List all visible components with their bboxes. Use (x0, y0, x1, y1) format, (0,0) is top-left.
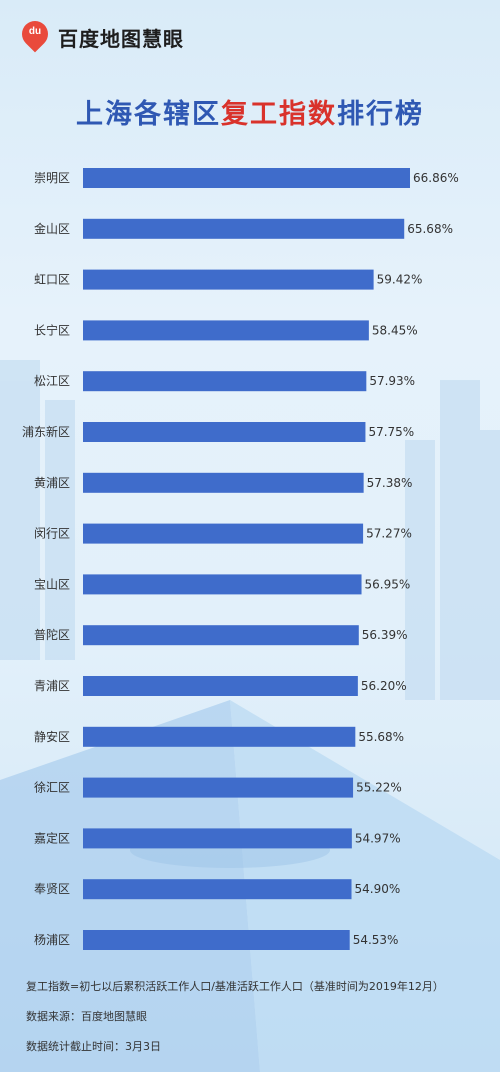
category-label: 奉贤区 (34, 882, 70, 896)
bar (83, 523, 364, 544)
footer-notes: 复工指数=初七以后累积活跃工作人口/基准活跃工作人口（基准时间为2019年12月… (26, 978, 444, 1068)
value-label: 57.93% (369, 374, 415, 388)
bar-chart: 崇明区 66.86% 金山区 65.68% 虹口区 59.42% 长宁区 58.45% 松江区 5… (22, 168, 459, 950)
category-label: 普陀区 (34, 627, 70, 642)
bar (83, 676, 358, 696)
bar (83, 625, 359, 646)
title-part-3: 排行榜 (337, 99, 424, 130)
footer-note: 复工指数=初七以后累积活跃工作人口/基准活跃工作人口（基准时间为2019年12月… (26, 980, 444, 993)
bar (83, 168, 410, 188)
bar (83, 930, 350, 950)
bar (83, 371, 367, 392)
category-label: 长宁区 (34, 322, 70, 337)
title-highlight: 复工指数 (221, 99, 337, 130)
bar (83, 320, 369, 341)
category-label: 杨浦区 (34, 932, 70, 947)
bar (83, 777, 354, 798)
bar (83, 828, 352, 849)
bar (83, 726, 356, 747)
category-label: 嘉定区 (34, 830, 70, 845)
value-label: 58.45% (372, 323, 418, 337)
category-label: 宝山区 (34, 577, 70, 591)
category-label: 闵行区 (34, 526, 70, 541)
value-label: 57.27% (366, 527, 412, 541)
category-label: 金山区 (34, 221, 70, 236)
category-label: 徐汇区 (34, 780, 70, 795)
value-label: 55.68% (358, 730, 404, 744)
value-label: 57.75% (368, 425, 414, 439)
category-label: 浦东新区 (22, 424, 70, 439)
value-label: 56.39% (362, 628, 408, 642)
value-label: 59.42% (377, 273, 423, 287)
logo-text: du (28, 26, 42, 37)
category-label: 崇明区 (34, 171, 70, 185)
brand-name: 百度地图慧眼 (58, 26, 184, 51)
chart-title: 上海各辖区复工指数排行榜 (0, 92, 500, 131)
footer-source: 数据来源：百度地图慧眼 (26, 1010, 147, 1023)
category-label: 松江区 (34, 374, 70, 388)
value-label: 66.86% (413, 171, 459, 185)
value-label: 65.68% (407, 222, 453, 236)
category-label: 虹口区 (34, 273, 70, 287)
value-label: 56.95% (365, 577, 411, 591)
value-label: 56.20% (361, 679, 407, 693)
footer-date: 数据统计截止时间：3月3日 (26, 1040, 161, 1053)
category-label: 静安区 (34, 729, 70, 744)
category-label: 黄浦区 (34, 476, 70, 490)
bar (83, 574, 362, 595)
value-label: 54.90% (355, 882, 401, 896)
brand-header: du 百度地图慧眼 (16, 15, 184, 54)
bar (83, 269, 374, 290)
bar (83, 218, 405, 239)
value-label: 54.97% (355, 831, 401, 845)
bar (83, 879, 352, 900)
bar (83, 472, 364, 493)
bar (83, 422, 366, 442)
baidu-map-pin-icon: du (16, 15, 54, 54)
value-label: 55.22% (356, 781, 402, 795)
value-label: 57.38% (367, 476, 413, 490)
title-part-1: 上海各辖区 (76, 99, 221, 130)
category-label: 青浦区 (34, 679, 70, 693)
value-label: 54.53% (353, 933, 399, 947)
